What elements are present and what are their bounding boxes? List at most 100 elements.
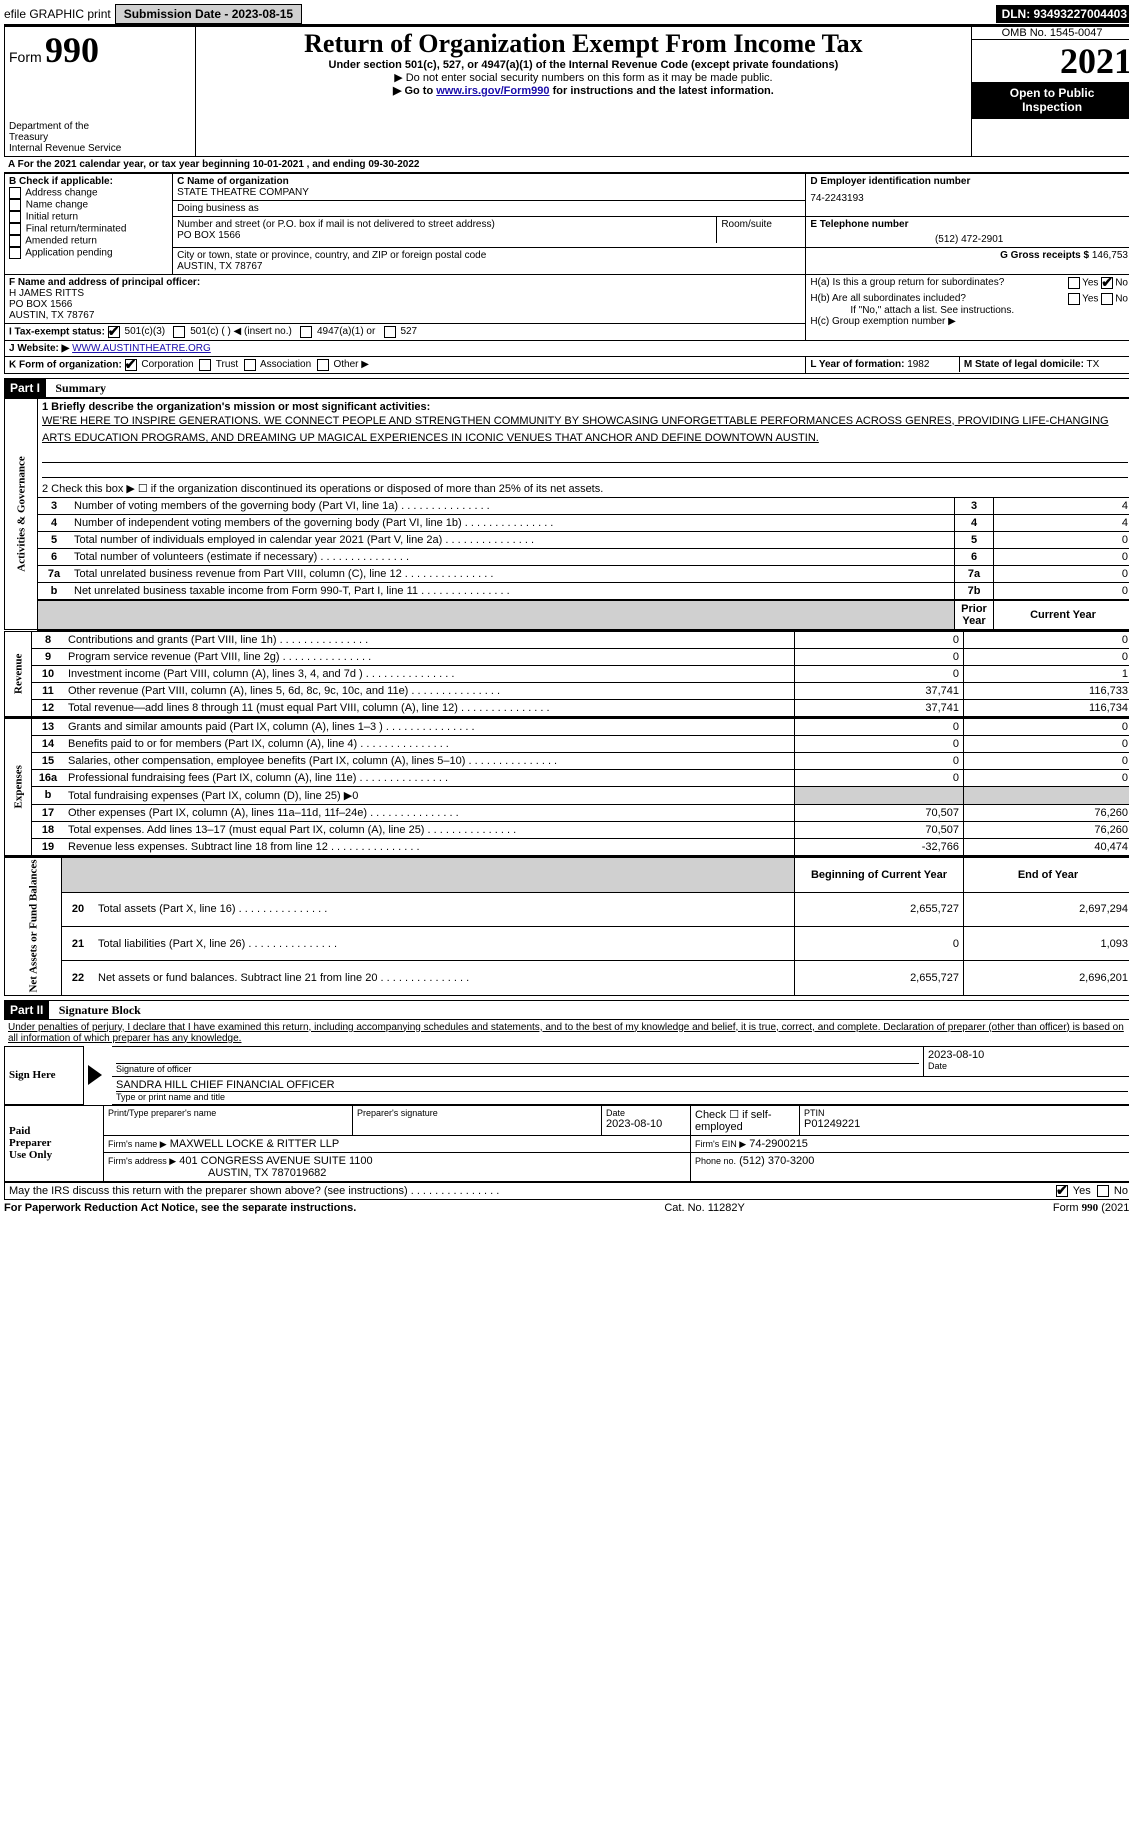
part1-header-row: Part I Summary <box>4 378 1129 398</box>
hb-label: H(b) Are all subordinates included? <box>810 293 1010 305</box>
firm-addr2: AUSTIN, TX 787019682 <box>208 1167 326 1179</box>
firm-addr-label: Firm's address ▶ <box>108 1156 176 1166</box>
dept-label: Department of theTreasuryInternal Revenu… <box>5 119 196 157</box>
ptin: P01249221 <box>804 1118 1128 1130</box>
col-prior: Prior Year <box>955 600 994 630</box>
name-title-label: Type or print name and title <box>116 1092 1128 1102</box>
check-initial-return[interactable]: Initial return <box>9 211 168 223</box>
preparer-table: PaidPreparerUse Only Print/Type preparer… <box>4 1105 1129 1182</box>
efile-label: efile GRAPHIC print <box>4 7 111 21</box>
section-e-label: E Telephone number <box>810 219 1128 230</box>
hb-answer: Yes No <box>1068 293 1128 305</box>
form-org-other[interactable]: Other ▶ <box>317 359 369 370</box>
phone: (512) 472-2901 <box>810 234 1128 245</box>
tab-activities: Activities & Governance <box>5 398 38 630</box>
firm-phone-label: Phone no. <box>695 1156 736 1166</box>
ha-answer: Yes No <box>1068 277 1128 289</box>
mission-text: WE'RE HERE TO INSPIRE GENERATIONS. WE CO… <box>42 413 1128 448</box>
prep-date-label: Date <box>606 1108 686 1118</box>
tax-status-501c3[interactable]: 501(c)(3) <box>108 326 165 337</box>
part2-badge: Part II <box>4 1001 49 1019</box>
domicile: TX <box>1087 359 1100 370</box>
dba-label: Doing business as <box>177 203 259 214</box>
section-m-label: M State of legal domicile: <box>964 359 1084 370</box>
part1-title: Summary <box>49 381 106 395</box>
section-d-label: D Employer identification number <box>810 176 1128 187</box>
form-rev: Form 990 (2021) <box>1053 1202 1129 1214</box>
gross-receipts: 146,753 <box>1092 250 1128 261</box>
goto-link[interactable]: www.irs.gov/Form990 <box>436 85 549 97</box>
line1-label: 1 Briefly describe the organization's mi… <box>42 401 1128 413</box>
tab-expenses: Expenses <box>5 718 32 856</box>
firm-ein-label: Firm's EIN ▶ <box>695 1139 746 1149</box>
governance-row: 4Number of independent voting members of… <box>5 514 1129 531</box>
netassets-table: Net Assets or Fund Balances Beginning of… <box>4 856 1129 996</box>
section-c-label: C Name of organization <box>177 176 289 187</box>
hc-label: H(c) Group exemption number ▶ <box>810 316 1128 327</box>
governance-row: 5Total number of individuals employed in… <box>5 531 1129 548</box>
officer-name-title: SANDRA HILL CHIEF FINANCIAL OFFICER <box>116 1079 1128 1092</box>
tax-status-527[interactable]: 527 <box>384 326 417 337</box>
form-org-trust[interactable]: Trust <box>199 359 238 370</box>
open-public-badge: Open to PublicInspection <box>972 82 1129 118</box>
line2: 2 Check this box ▶ ☐ if the organization… <box>38 480 1129 498</box>
ssn-note: ▶ Do not enter social security numbers o… <box>200 71 967 84</box>
prep-sig-label: Preparer's signature <box>357 1108 597 1118</box>
section-i-label: I Tax-exempt status: <box>9 326 105 337</box>
section-k-label: K Form of organization: <box>9 359 122 370</box>
firm-name: MAXWELL LOCKE & RITTER LLP <box>170 1138 340 1150</box>
tax-status-501c[interactable]: 501(c) ( ) ◀ (insert no.) <box>173 326 291 337</box>
signature-table: Sign Here Signature of officer 2023-08-1… <box>4 1046 1129 1105</box>
tax-status-4947[interactable]: 4947(a)(1) or <box>300 326 375 337</box>
officer-name: H JAMES RITTS <box>9 288 84 299</box>
sign-here-label: Sign Here <box>5 1046 84 1104</box>
org-name: STATE THEATRE COMPANY <box>177 187 309 198</box>
goto-prefix: ▶ Go to <box>393 85 436 97</box>
sign-arrow-icon <box>88 1065 102 1085</box>
city: AUSTIN, TX 78767 <box>177 261 262 272</box>
check-final-return[interactable]: Final return/terminated <box>9 223 168 235</box>
revenue-table: Revenue 8Contributions and grants (Part … <box>4 631 1129 717</box>
info-block: B Check if applicable: Address change Na… <box>4 173 1129 374</box>
ein: 74-2243193 <box>810 193 1128 204</box>
submission-date-button[interactable]: Submission Date - 2023-08-15 <box>115 4 302 24</box>
h-note: If "No," attach a list. See instructions… <box>850 305 1128 316</box>
addr-label: Number and street (or P.O. box if mail i… <box>177 219 495 230</box>
check-name-change[interactable]: Name change <box>9 199 168 211</box>
paperwork-note: For Paperwork Reduction Act Notice, see … <box>4 1202 356 1214</box>
officer-addr1: PO BOX 1566 <box>9 299 72 310</box>
form-org-corp[interactable]: Corporation <box>125 359 194 370</box>
discuss-answer: Yes No <box>964 1182 1129 1199</box>
col-end: End of Year <box>964 857 1129 892</box>
omb-number: OMB No. 1545-0047 <box>972 27 1129 40</box>
part2-header-row: Part II Signature Block <box>4 1000 1129 1020</box>
tax-year: 2021 <box>972 40 1129 82</box>
room-suite-label: Room/suite <box>717 217 806 243</box>
page-footer: For Paperwork Reduction Act Notice, see … <box>4 1202 1129 1214</box>
firm-addr1: 401 CONGRESS AVENUE SUITE 1100 <box>179 1155 372 1167</box>
self-employed: Check ☐ if self-employed <box>691 1105 800 1135</box>
form-org-assoc[interactable]: Association <box>244 359 311 370</box>
col-beginning: Beginning of Current Year <box>795 857 964 892</box>
cat-no: Cat. No. 11282Y <box>664 1202 745 1214</box>
tab-revenue: Revenue <box>5 631 32 716</box>
governance-row: 7aTotal unrelated business revenue from … <box>5 565 1129 582</box>
firm-name-label: Firm's name ▶ <box>108 1139 167 1149</box>
section-g-label: G Gross receipts $ <box>1000 250 1089 261</box>
section-j-label: J Website: ▶ <box>9 343 69 354</box>
governance-row: 6Total number of volunteers (estimate if… <box>5 548 1129 565</box>
form-word: Form <box>9 49 42 65</box>
check-pending[interactable]: Application pending <box>9 247 168 259</box>
governance-row: bNet unrelated business taxable income f… <box>5 582 1129 600</box>
top-bar: efile GRAPHIC print Submission Date - 20… <box>4 4 1129 24</box>
check-amended[interactable]: Amended return <box>9 235 168 247</box>
discuss-row: May the IRS discuss this return with the… <box>4 1182 1129 1200</box>
website-link[interactable]: WWW.AUSTINTHEATRE.ORG <box>72 343 211 354</box>
check-address-change[interactable]: Address change <box>9 187 168 199</box>
ptin-label: PTIN <box>804 1108 1128 1118</box>
sig-officer-label: Signature of officer <box>116 1064 919 1074</box>
discuss-label: May the IRS discuss this return with the… <box>9 1185 408 1197</box>
expense-table: Expenses 13Grants and similar amounts pa… <box>4 717 1129 856</box>
firm-phone: (512) 370-3200 <box>739 1155 814 1167</box>
sig-date: 2023-08-10 <box>928 1049 1128 1061</box>
